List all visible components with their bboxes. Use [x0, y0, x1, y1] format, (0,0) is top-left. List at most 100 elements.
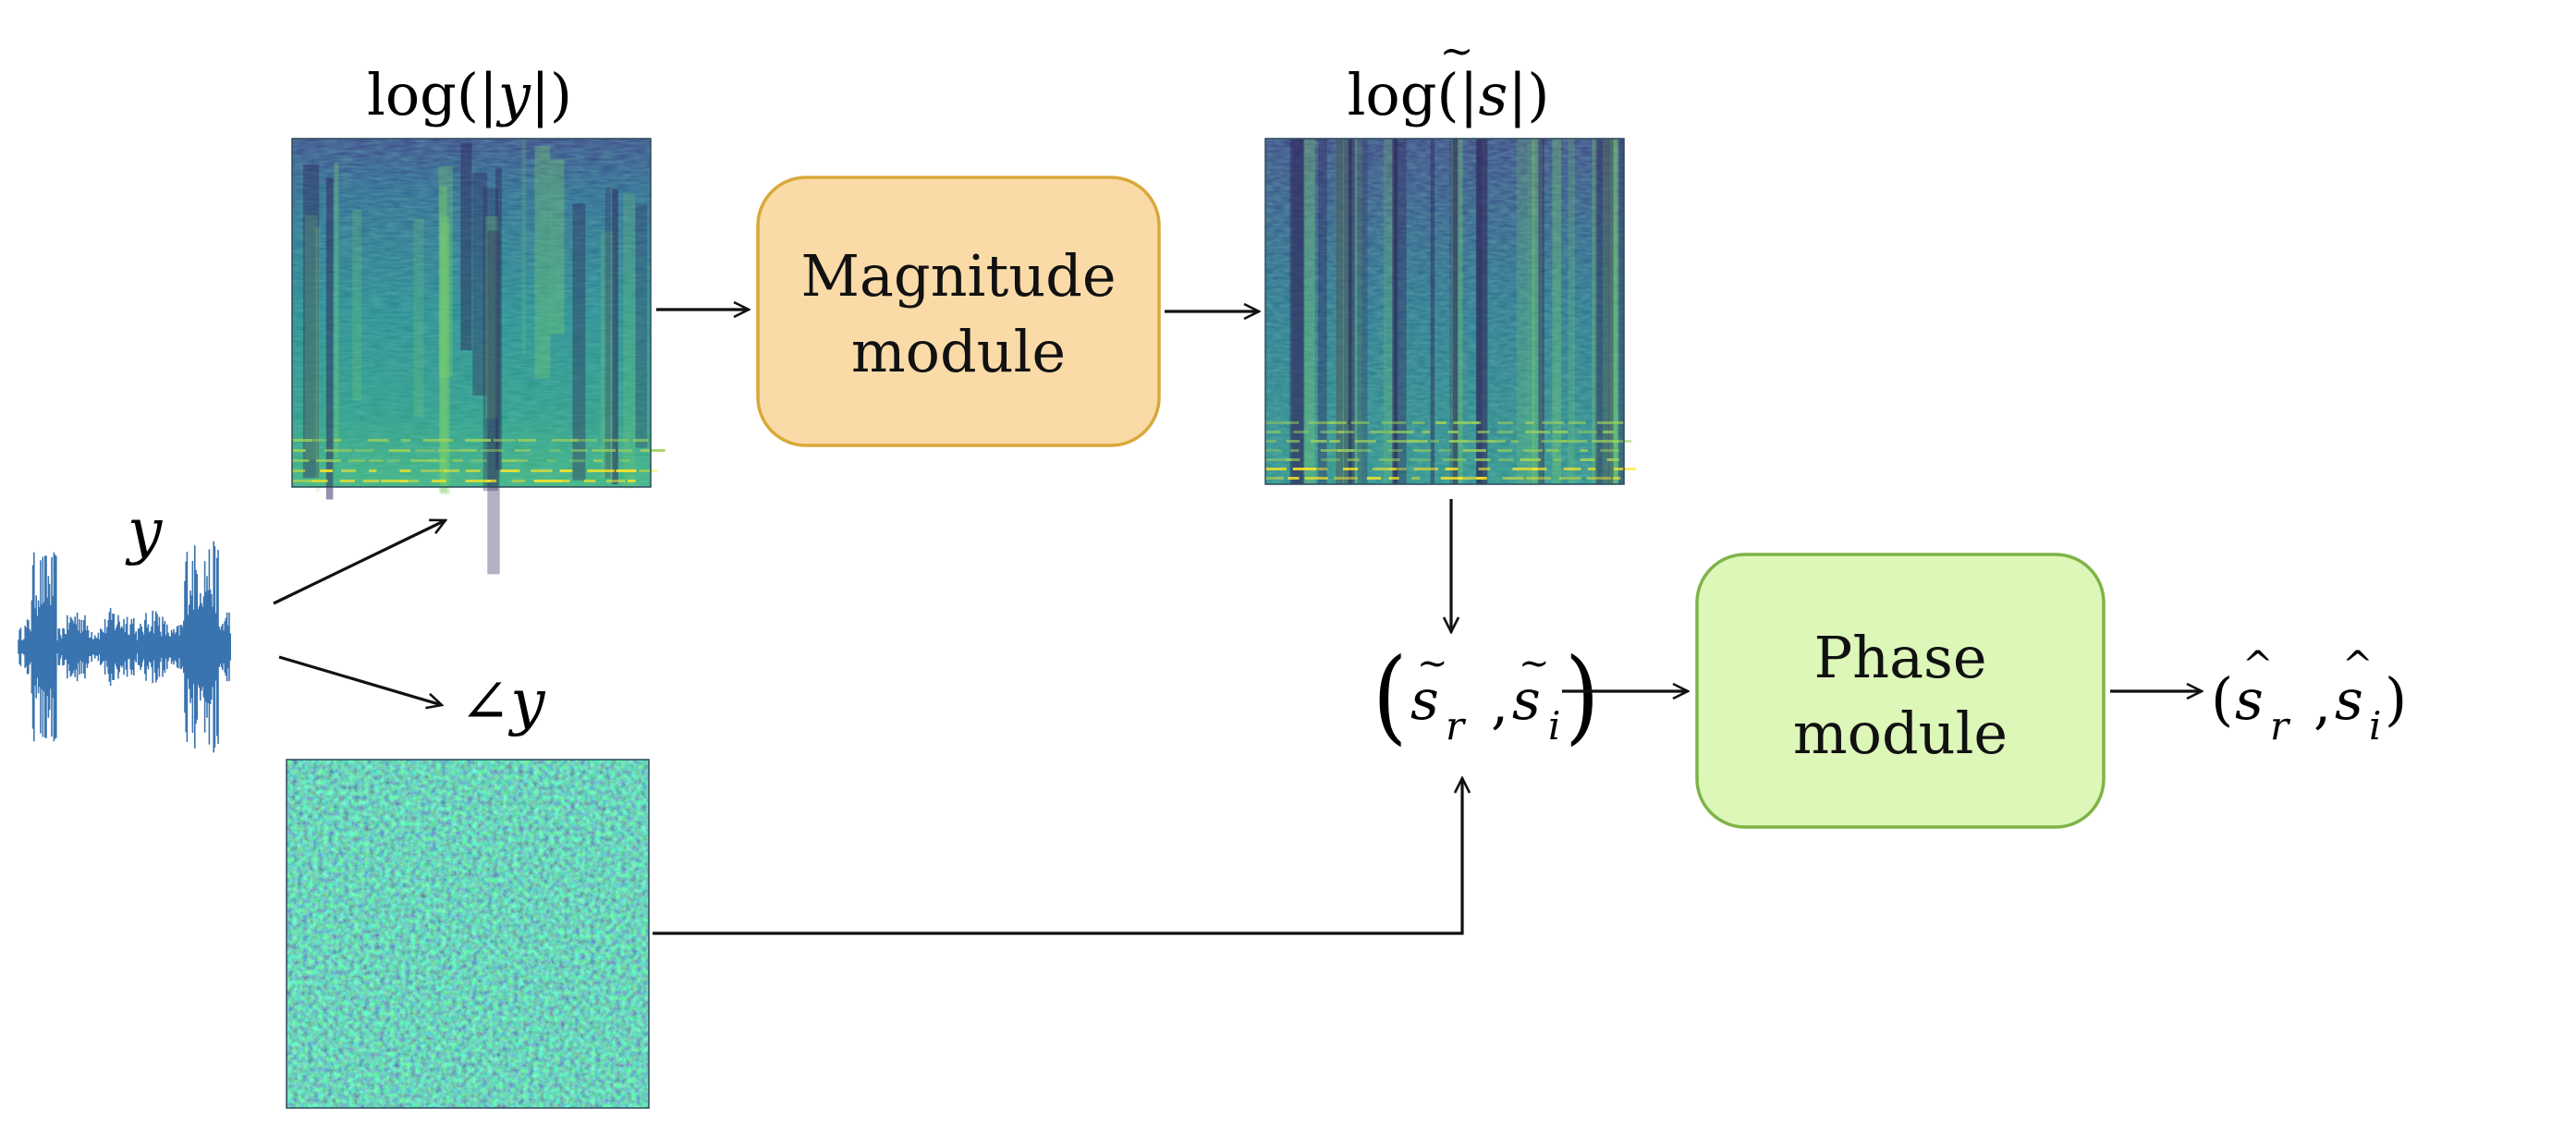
- spectrogram-harmonic: [1320, 431, 1345, 433]
- spectrogram-harmonic: [1477, 431, 1490, 433]
- spectrogram-harmonic: [1440, 477, 1463, 480]
- spectrogram-harmonic: [292, 469, 306, 472]
- spectrogram-harmonic: [1447, 431, 1459, 433]
- spectrogram-streak: [1335, 139, 1349, 484]
- spectrogram-harmonic: [568, 459, 585, 462]
- output-estimate: ( s ^ r , s ^ i ): [2211, 644, 2407, 749]
- magnitude-module-line1: Magnitude: [800, 242, 1116, 310]
- spectrogram-harmonic: [1471, 421, 1482, 424]
- spectrogram-streak: [1348, 139, 1352, 484]
- spectrogram-streak: [440, 222, 450, 494]
- spectrogram-harmonic: [592, 449, 616, 452]
- spectrogram-harmonic: [1520, 458, 1541, 461]
- spectrogram-harmonic: [315, 459, 341, 462]
- spectrogram-harmonic: [341, 469, 357, 472]
- output-sep: ,: [2314, 672, 2331, 736]
- spectrogram-harmonic: [1580, 449, 1588, 452]
- spectrogram-streak: [1303, 139, 1315, 484]
- spectrogram-streak: [413, 218, 424, 417]
- spectrogram-harmonic: [1438, 449, 1452, 452]
- spectrogram-streak: [1527, 139, 1535, 484]
- spectrogram-harmonic: [1388, 477, 1399, 480]
- spectrogram-harmonic: [511, 480, 525, 482]
- spectrogram-harmonic: [1502, 477, 1524, 480]
- spectrogram-harmonic: [1350, 421, 1370, 424]
- intermediate-sub1: r: [1446, 703, 1467, 749]
- enhanced-magnitude-label-var: s: [1479, 61, 1508, 128]
- spectrogram-harmonic: [1448, 440, 1470, 443]
- spectrogram-harmonic: [1411, 421, 1425, 424]
- spectrogram-harmonic: [311, 480, 328, 482]
- spectrogram-harmonic: [1525, 421, 1534, 424]
- spectrogram-harmonic: [1469, 440, 1496, 443]
- spectrogram-harmonic: [339, 480, 355, 482]
- intermediate-tilde2: ~: [1519, 642, 1550, 685]
- spectrogram-harmonic: [1407, 440, 1428, 443]
- spectrogram-streak: [334, 163, 339, 458]
- spectrogram-harmonic: [1525, 477, 1552, 480]
- spectrogram-harmonic: [320, 469, 333, 472]
- spectrogram-harmonic: [1476, 477, 1487, 480]
- spectrogram-harmonic: [1486, 440, 1507, 443]
- output-var1: s: [2235, 668, 2264, 733]
- waveform-trace: [18, 541, 231, 753]
- spectrogram-harmonic: [619, 459, 630, 462]
- arrow-waveform-to-phase: [278, 655, 442, 705]
- spectrogram-harmonic: [292, 480, 313, 482]
- output-close-paren: ): [2385, 665, 2407, 733]
- phase-module: Phase module: [1695, 553, 2106, 829]
- spectrogram-harmonic: [1409, 458, 1432, 461]
- spectrogram-streak: [1394, 139, 1398, 484]
- spectrogram-streak: [1538, 139, 1544, 484]
- spectrogram-harmonic: [1558, 477, 1582, 480]
- spectrogram-harmonic: [388, 449, 411, 452]
- spectrogram-harmonic: [1328, 421, 1347, 424]
- spectrogram-streak: [572, 203, 586, 481]
- spectrogram-streak: [1336, 139, 1344, 484]
- spectrogram-harmonic: [551, 439, 579, 442]
- spectrogram-harmonic: [1541, 440, 1567, 443]
- spectrogram-harmonic: [1386, 440, 1410, 443]
- spectrogram-streak: [601, 231, 616, 479]
- spectrogram-streak: [1568, 139, 1575, 484]
- spectrogram-harmonic: [592, 459, 603, 462]
- spectrogram-harmonic: [1523, 449, 1544, 452]
- spectrogram-streak: [1592, 139, 1597, 484]
- spectrogram-harmonic: [1597, 421, 1624, 424]
- spectrogram-harmonic: [1387, 449, 1403, 452]
- output-hat2: ^: [2342, 644, 2374, 687]
- spectrogram-streak: [485, 216, 498, 419]
- spectrogram-harmonic: [587, 469, 615, 472]
- spectrogram-harmonic: [605, 480, 626, 482]
- spectrogram-harmonic: [1435, 421, 1447, 424]
- spectrogram-streak: [439, 186, 447, 493]
- spectrogram-harmonic: [1369, 431, 1387, 433]
- spectrogram-harmonic: [1453, 421, 1480, 424]
- spectrogram-harmonic: [1286, 440, 1300, 443]
- spectrogram-streak: [1430, 139, 1435, 484]
- spectrogram-harmonic: [1542, 421, 1564, 424]
- spectrogram-harmonic: [1578, 431, 1597, 433]
- spectrogram-harmonic: [445, 469, 460, 472]
- spectrogram-streak: [1291, 139, 1305, 484]
- intermediate-estimate: ( s ~ r , s ~ i ): [1373, 638, 1599, 756]
- spectrogram-streak: [438, 166, 453, 378]
- spectrogram-harmonic: [1265, 431, 1281, 433]
- spectrogram-streak: [315, 227, 320, 493]
- spectrogram-harmonic: [1496, 431, 1513, 433]
- arrow-waveform-to-magnitude: [273, 520, 446, 605]
- spectrogram-harmonic: [1381, 421, 1407, 424]
- noisy-magnitude-label: log(|y|): [367, 61, 572, 128]
- spectrogram-harmonic: [1337, 431, 1355, 433]
- spectrogram-streak: [1532, 139, 1543, 484]
- spectrogram-harmonic: [1430, 440, 1439, 443]
- spectrogram-harmonic: [1265, 440, 1276, 443]
- spectrogram-harmonic: [1372, 468, 1397, 470]
- spectrogram-streak: [1452, 139, 1459, 484]
- spectrogram-harmonic: [1354, 440, 1376, 443]
- spectrogram-harmonic: [481, 449, 504, 452]
- spectrogram-streak: [1392, 139, 1407, 484]
- spectrogram-harmonic: [1512, 468, 1538, 470]
- spectrogram-streak: [1383, 139, 1395, 484]
